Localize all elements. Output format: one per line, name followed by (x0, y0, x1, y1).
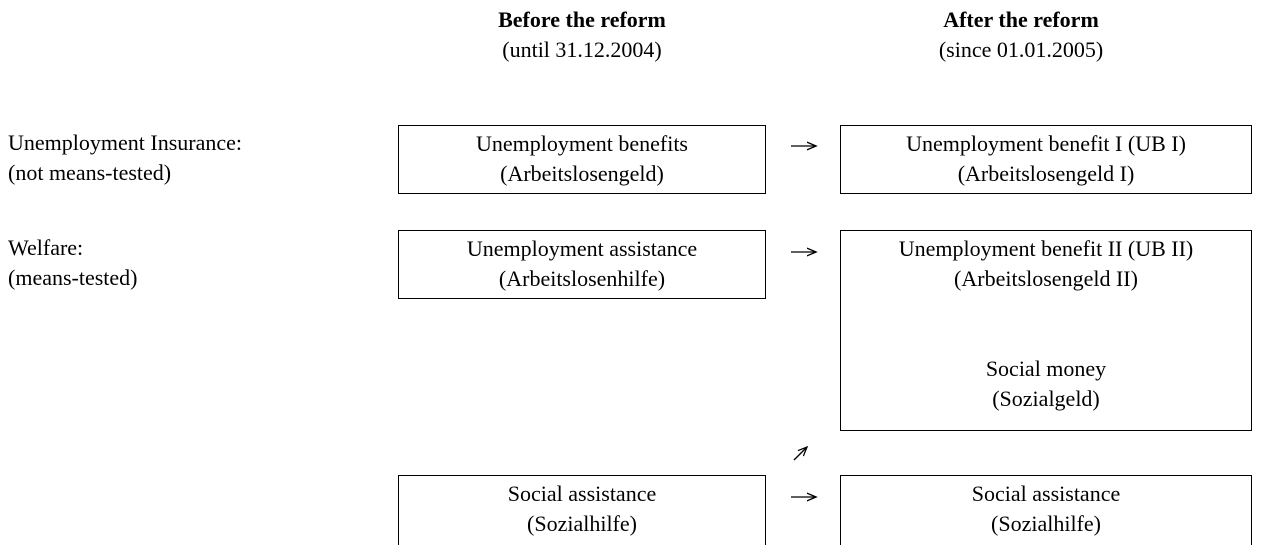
column-header: After the reform (since 01.01.2005) (811, 5, 1231, 65)
box-line: Social assistance (971, 481, 1121, 506)
row-label: Unemployment Insurance: (not means-teste… (8, 128, 242, 188)
box-line: (Arbeitslosengeld I) (957, 161, 1135, 186)
column-subtitle: (since 01.01.2005) (938, 37, 1104, 62)
box-line: Unemployment assistance (466, 236, 698, 261)
row-label: Welfare: (means-tested) (8, 233, 138, 293)
box: Unemployment benefits (Arbeitslosengeld) (398, 125, 766, 194)
box-line: (Sozialhilfe) (527, 511, 637, 536)
column-title: Before the reform (498, 7, 666, 32)
box-line: (Sozialhilfe) (991, 511, 1101, 536)
row-subtitle: (not means-tested) (8, 160, 172, 185)
box-line: Unemployment benefit II (UB II) (898, 236, 1194, 261)
box-line: Unemployment benefit I (UB I) (906, 131, 1186, 156)
box-line: Social assistance (507, 481, 657, 506)
arrow (793, 447, 807, 461)
column-header: Before the reform (until 31.12.2004) (372, 5, 792, 65)
box: Unemployment benefit I (UB I) (Arbeitslos… (840, 125, 1252, 194)
column-title: After the reform (943, 7, 1099, 32)
box-line: (Arbeitslosengeld II) (954, 266, 1138, 291)
row-subtitle: (means-tested) (8, 265, 138, 290)
box-line: (Arbeitslosengeld) (500, 161, 664, 186)
box: Unemployment assistance (Arbeitslosenhilf… (398, 230, 766, 299)
box: Unemployment benefit II (UB II) (Arbeitsl… (840, 230, 1252, 431)
row-title: Welfare: (8, 235, 84, 260)
box-line: Social money (985, 356, 1107, 381)
box: Social assistance (Sozialhilfe) (398, 475, 766, 545)
box: Social assistance (Sozialhilfe) (840, 475, 1252, 545)
column-subtitle: (until 31.12.2004) (502, 37, 662, 62)
box-line: Unemployment benefits (475, 131, 688, 156)
box-line: (Sozialgeld) (992, 386, 1100, 411)
box-line: (Arbeitslosenhilfe) (498, 266, 666, 291)
row-title: Unemployment Insurance: (8, 130, 242, 155)
